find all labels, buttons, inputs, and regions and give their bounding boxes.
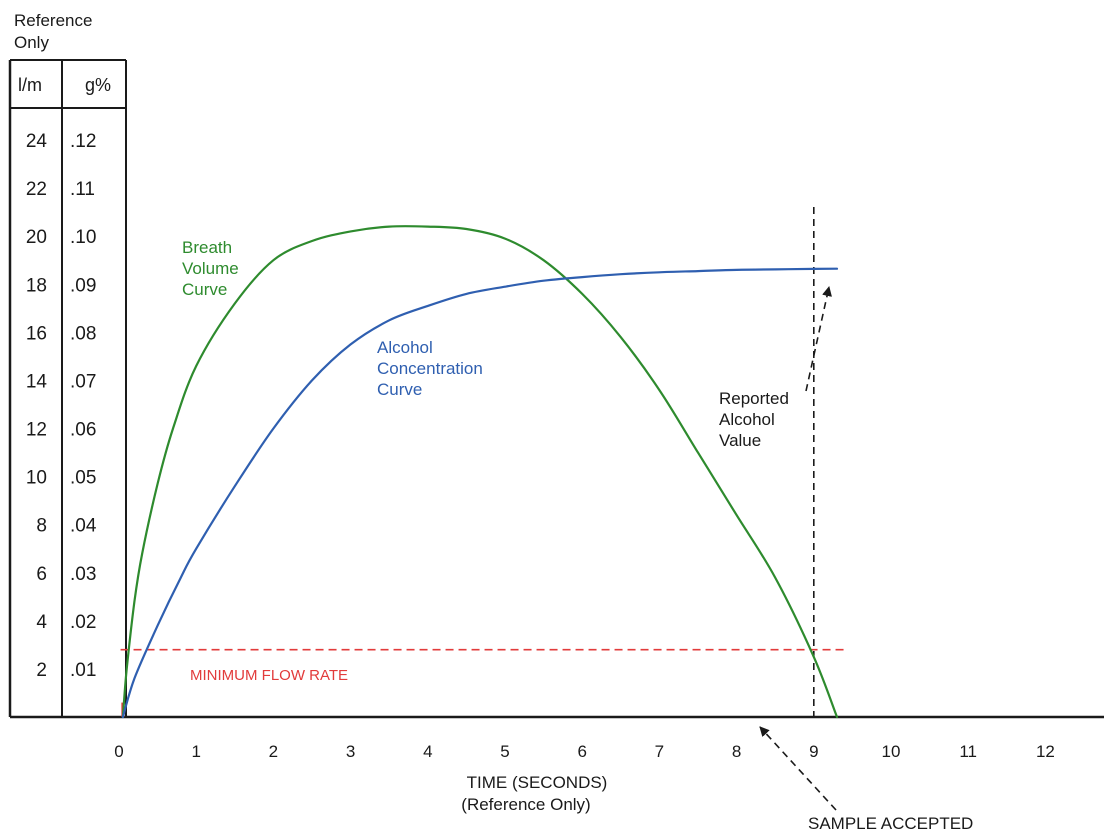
right-tick-label: .09 [70, 275, 96, 296]
reference-note-line-2: Only [14, 33, 49, 52]
reported-value-label-3: Value [719, 431, 761, 450]
alcohol-curve-label-3: Curve [377, 380, 422, 399]
sample-accepted-label: SAMPLE ACCEPTED [808, 814, 973, 833]
x-tick-label: 3 [346, 742, 355, 761]
x-tick-label: 7 [655, 742, 664, 761]
x-tick-label: 4 [423, 742, 432, 761]
reported-value-arrow [805, 286, 832, 392]
x-tick-label: 2 [269, 742, 278, 761]
left-tick-label: 12 [26, 420, 47, 441]
min-flow-rate-label: MINIMUM FLOW RATE [190, 667, 348, 684]
left-axis-ticks: 24 22 20 18 16 14 12 10 8 6 4 2 [26, 131, 48, 681]
left-tick-label: 14 [26, 371, 48, 392]
right-tick-label: .03 [70, 564, 96, 585]
x-tick-label: 0 [114, 742, 123, 761]
reference-note-line-1: Reference [14, 11, 92, 30]
x-axis-title: TIME (SECONDS) [467, 773, 608, 792]
sample-accepted-arrow [759, 726, 837, 811]
breath-curve-label-3: Curve [182, 280, 227, 299]
alcohol-curve-label-2: Concentration [377, 359, 483, 378]
right-tick-label: .11 [70, 179, 95, 200]
left-tick-label: 10 [26, 468, 47, 489]
x-tick-label: 8 [732, 742, 741, 761]
left-tick-label: 16 [26, 323, 47, 344]
right-tick-label: .02 [70, 612, 96, 633]
x-tick-label: 9 [809, 742, 818, 761]
right-tick-label: .10 [70, 227, 96, 248]
left-tick-label: 2 [36, 660, 47, 681]
left-axis-header: l/m [18, 75, 42, 95]
left-tick-label: 20 [26, 227, 47, 248]
plot-area [120, 207, 845, 719]
x-tick-label: 10 [882, 742, 901, 761]
right-tick-label: .05 [70, 468, 96, 489]
right-axis-header: g% [85, 75, 111, 95]
x-tick-label: 12 [1036, 742, 1055, 761]
x-axis-ticks: 0 1 2 3 4 5 6 7 8 9 10 11 12 [114, 742, 1055, 761]
alcohol-concentration-curve [121, 267, 839, 719]
x-tick-label: 11 [959, 742, 977, 761]
right-tick-label: .01 [70, 660, 96, 681]
x-tick-label: 1 [191, 742, 200, 761]
left-tick-label: 22 [26, 179, 47, 200]
right-tick-label: .04 [70, 516, 97, 537]
left-tick-label: 6 [36, 564, 47, 585]
x-axis-subtitle: (Reference Only) [461, 795, 590, 814]
scale-box [8, 59, 127, 717]
alcohol-curve-label-1: Alcohol [377, 338, 433, 357]
breath-volume-curve [121, 225, 839, 719]
x-tick-label: 5 [500, 742, 509, 761]
breath-curve-label-1: Breath [182, 238, 232, 257]
reported-value-label-2: Alcohol [719, 410, 775, 429]
right-tick-label: .12 [70, 131, 96, 152]
right-tick-label: .08 [70, 323, 96, 344]
right-axis-ticks: .12 .11 .10 .09 .08 .07 .06 .05 .04 .03 .02 .01 [70, 131, 97, 681]
right-tick-label: .07 [70, 371, 96, 392]
left-tick-label: 4 [36, 612, 47, 633]
left-tick-label: 8 [36, 516, 47, 537]
breath-curve-label-2: Volume [182, 259, 239, 278]
left-tick-label: 18 [26, 275, 47, 296]
x-tick-label: 6 [577, 742, 586, 761]
left-tick-label: 24 [26, 131, 48, 152]
right-tick-label: .06 [70, 420, 96, 441]
reported-value-label-1: Reported [719, 389, 789, 408]
